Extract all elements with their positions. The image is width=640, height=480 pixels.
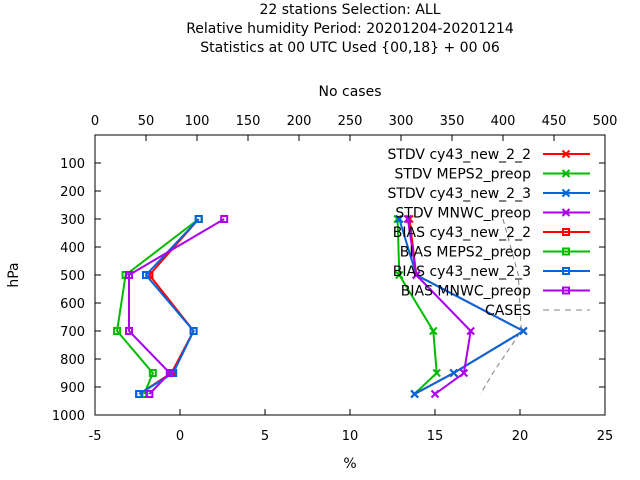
- data-point: [145, 390, 154, 398]
- y-tick-label: 600: [60, 297, 85, 312]
- data-point: [395, 270, 404, 280]
- legend-marker: [561, 188, 571, 198]
- y-axis-label: hPa: [6, 262, 22, 287]
- x2-tick-label: 0: [91, 114, 99, 129]
- x2-tick-label: 50: [138, 114, 155, 129]
- data-point: [125, 271, 133, 279]
- series-layer: [113, 214, 528, 399]
- series-line: [480, 218, 522, 395]
- chart-title-line: Statistics at 00 UTC Used {00,18} + 00 0…: [200, 40, 500, 56]
- data-point: [113, 327, 122, 335]
- axes: -5 0 5 10 15 20 250 50 100 150 200 250 300 350 400 450 5…: [52, 114, 618, 444]
- x2-tick-label: 100: [185, 114, 210, 129]
- legend-entry-label: CASES: [485, 303, 531, 319]
- series-line: [128, 218, 225, 395]
- y-tick-label: 100: [60, 157, 85, 172]
- data-point: [148, 369, 157, 377]
- data-point: [449, 368, 458, 378]
- y-tick-label: 800: [60, 353, 85, 368]
- data-point: [220, 215, 229, 223]
- x-axis-label: %: [343, 456, 356, 472]
- legend-entry-label: BIAS cy43_new_2_2: [393, 225, 531, 241]
- chart-title: 22 stations Selection: ALL Relative humid…: [186, 2, 514, 56]
- series-bias-meps2-preop: [113, 215, 203, 398]
- legend-entry-label: BIAS MEPS2_preop: [400, 245, 531, 261]
- x2-tick-label: 500: [593, 114, 618, 129]
- series-line: [116, 218, 200, 395]
- data-point: [430, 389, 440, 399]
- y-tick-label: 900: [60, 381, 85, 396]
- x2-tick-label: 350: [440, 114, 465, 129]
- legend-entry-label: BIAS MNWC_preop: [401, 284, 531, 300]
- x-tick-label: 20: [512, 429, 529, 444]
- x2-tick-label: 300: [389, 114, 414, 129]
- y-tick-label: 700: [60, 325, 85, 340]
- x2-axis-label: No cases: [319, 84, 382, 100]
- series-stdv-mnwc-preop: [403, 214, 475, 399]
- data-point: [395, 214, 404, 224]
- x2-tick-label: 150: [236, 114, 261, 129]
- x2-tick-label: 250: [338, 114, 363, 129]
- series-bias-mnwc-preop: [125, 215, 229, 398]
- chart-title-line: Relative humidity Period: 20201204-20201…: [186, 21, 514, 37]
- data-point: [403, 214, 413, 224]
- legend-marker: [561, 169, 571, 178]
- legend-entry-label: STDV cy43_new_2_3: [387, 186, 531, 202]
- data-point: [432, 368, 441, 378]
- data-point: [412, 270, 421, 280]
- x2-tick-label: 200: [287, 114, 312, 129]
- chart-title-line: 22 stations Selection: ALL: [259, 2, 440, 18]
- data-point: [135, 390, 144, 398]
- legend-marker: [562, 247, 570, 256]
- y-tick-label: 400: [60, 241, 85, 256]
- legend-entry-label: STDV MEPS2_preop: [394, 167, 531, 183]
- x2-tick-label: 400: [491, 114, 516, 129]
- data-point: [194, 215, 203, 223]
- x-tick-label: 0: [176, 429, 184, 444]
- legend-marker: [562, 267, 570, 275]
- x-tick-label: 15: [427, 429, 444, 444]
- legend-entry-label: STDV cy43_new_2_2: [387, 147, 531, 163]
- y-tick-label: 500: [60, 269, 85, 284]
- series-cases: [480, 218, 522, 395]
- data-point: [410, 389, 419, 399]
- series-stdv-meps2-preop: [393, 214, 441, 399]
- legend-entry-label: STDV MNWC_preop: [395, 206, 531, 222]
- legend: STDV cy43_new_2_2 STDV MEPS2_preop STDV cy…: [387, 147, 590, 319]
- data-point: [459, 368, 469, 378]
- data-point: [142, 271, 150, 279]
- data-point: [165, 369, 174, 377]
- x-tick-label: 10: [342, 429, 359, 444]
- legend-marker: [561, 208, 571, 217]
- data-point: [466, 326, 475, 336]
- x-tick-label: 5: [261, 429, 269, 444]
- legend-marker: [561, 149, 571, 159]
- legend-marker: [562, 228, 570, 236]
- legend-marker: [562, 286, 570, 295]
- y-tick-label: 300: [60, 213, 85, 228]
- y-tick-label: 200: [60, 185, 85, 200]
- x2-tick-label: 450: [542, 114, 567, 129]
- x-tick-label: 25: [597, 429, 614, 444]
- data-point: [125, 327, 133, 335]
- legend-entry-label: BIAS cy43_new_2_3: [393, 264, 531, 280]
- data-point: [429, 326, 438, 336]
- x-tick-label: -5: [89, 429, 102, 444]
- y-tick-label: 1000: [52, 409, 85, 424]
- data-point: [189, 327, 198, 335]
